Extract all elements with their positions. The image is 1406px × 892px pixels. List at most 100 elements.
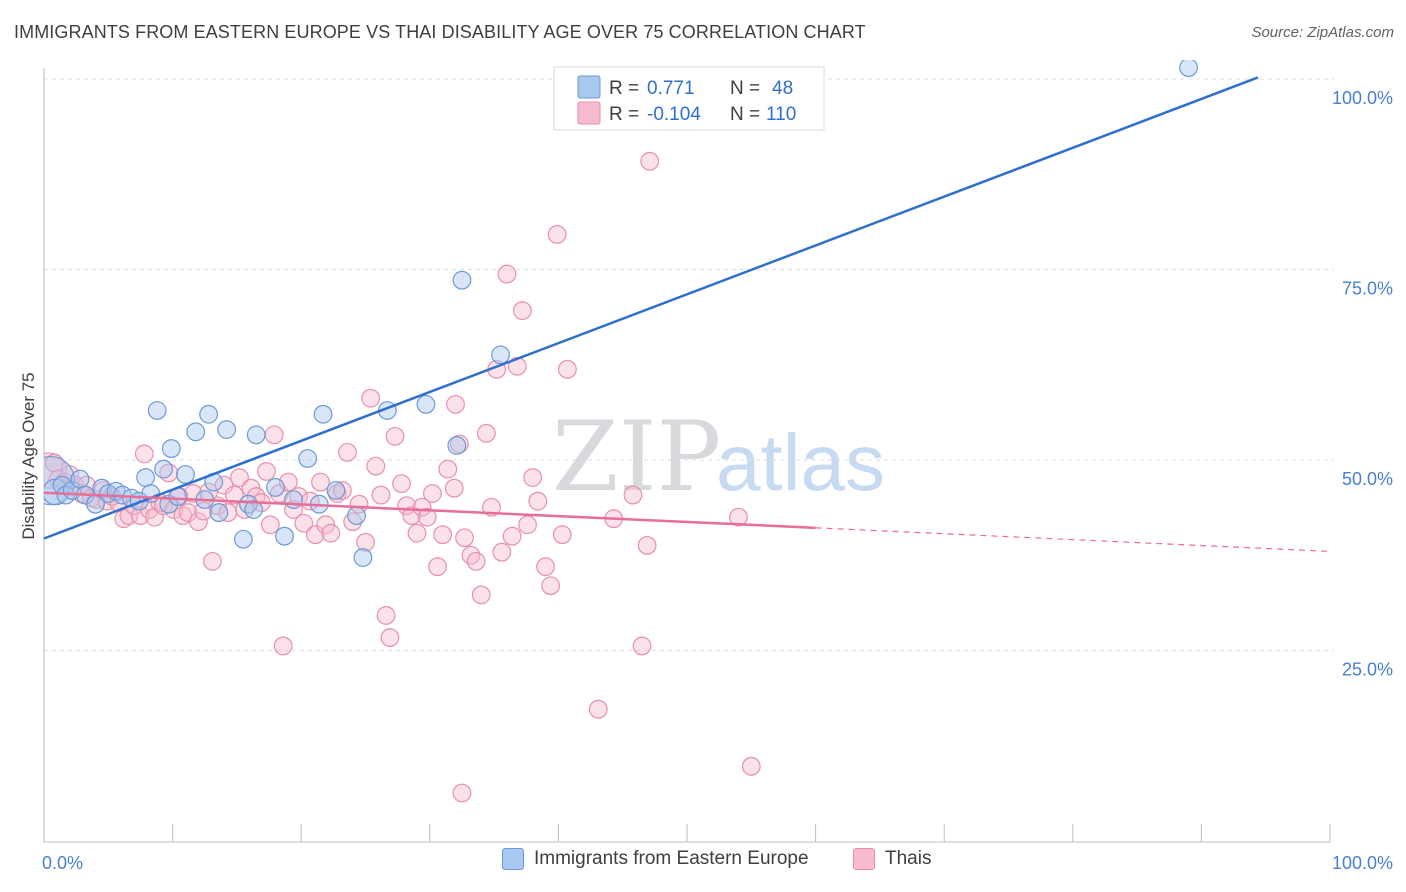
thais-point-109 [446,394,465,414]
thais-point-36 [224,485,244,505]
y-tick-label-100: 100.0% [1332,88,1393,108]
thais-point-107 [741,756,761,776]
thais-point-85 [482,497,501,517]
y-tick-label-75: 75.0% [1342,279,1393,299]
axes [43,68,1331,843]
legend-item-eastern-europe: Immigrants from Eastern Europe [502,848,809,870]
eastern-europe-point-40 [353,548,373,567]
tick-labels: 25.0% 50.0% 75.0% 100.0% 0.0% 100.0% [42,88,1393,873]
thais-point-52 [305,525,325,545]
stats-r-label-1: R = [609,78,639,99]
eastern-europe-point-37 [313,404,333,424]
eastern-europe-point-16 [147,401,167,420]
thais-point-98 [552,525,572,545]
eastern-europe-point-34 [284,490,303,510]
y-axis-label: Disability Age Over 75 [19,372,38,539]
thais-point-80 [455,528,474,548]
stats-r-value-1: 0.771 [647,78,695,99]
grid-lines [44,78,1334,651]
bottom-legend: Immigrants from Eastern Europe Thais [0,848,1406,880]
thais-point-46 [273,636,293,656]
thais-point-81 [461,545,481,565]
thais-point-68 [392,474,411,494]
thais-point-78 [444,478,464,498]
thais-point-67 [385,426,405,446]
legend-label-thais: Thais [885,848,932,869]
thais-point-76 [433,525,453,545]
legend-item-thais: Thais [853,848,931,870]
stats-swatch-eastern-europe [577,75,601,99]
thais-point-88 [497,264,517,284]
trend-lines [43,76,1331,553]
stats-n-value-1: 48 [772,78,793,99]
thais-point-82 [466,551,486,571]
chart-title: IMMIGRANTS FROM EASTERN EUROPE VS THAI D… [14,22,866,42]
x-tick-label-min: 0.0% [42,853,83,873]
thais-point-72 [412,497,432,517]
eastern-europe-point-32 [266,478,285,497]
stats-n-value-2: 110 [766,104,796,125]
eastern-europe-point-21 [176,465,195,484]
thais-point-1 [44,453,64,473]
watermark-zip: ZIP [552,401,721,513]
thais-point-58 [338,442,357,462]
thais-point-99 [558,359,577,379]
thais-point-96 [541,576,561,596]
thais-point-100 [588,699,608,719]
thais-point-37 [230,468,249,487]
thais-point-106 [729,507,748,527]
eastern-europe-point-17 [154,459,173,479]
trend-line-eastern-europe [43,76,1259,540]
eastern-europe-point-35 [298,449,318,468]
eastern-europe-point-43 [447,436,467,455]
source-attribution: Source: ZipAtlas.com [1251,24,1394,41]
trend-line-thais-extension [815,527,1331,553]
eastern-europe-point-38 [326,481,346,500]
thais-point-42 [257,462,276,481]
thais-point-87 [492,542,512,562]
thais-point-89 [502,526,522,546]
thais-point-66 [380,628,400,647]
eastern-europe-point-5 [70,469,90,489]
eastern-europe-point-39 [347,506,366,526]
thais-point-75 [428,557,447,577]
thais-point-94 [528,491,548,511]
stats-r-value-2: -0.104 [647,104,701,125]
thais-point-50 [294,513,314,533]
thais-point-32 [203,551,222,571]
eastern-europe-point-9 [98,484,118,503]
eastern-europe-point-28 [233,529,253,549]
thais-point-97 [547,225,567,244]
thais-point-34 [214,475,234,495]
thais-point-104 [637,535,657,555]
thais-point-95 [536,557,555,577]
thais-point-64 [371,485,391,505]
thais-point-84 [476,423,496,443]
thais-point-102 [623,485,643,505]
thais-point-63 [366,456,386,476]
eastern-europe-point-46 [643,37,661,55]
thais-point-29 [188,512,208,532]
stats-n-label-2: N = [730,104,760,125]
stats-swatch-thais [577,101,601,125]
thais-points [44,151,761,803]
legend-swatch-thais [853,848,875,870]
thais-point-105 [640,151,660,171]
thais-point-77 [438,459,458,479]
watermark-atlas: atlas [716,418,885,507]
thais-point-83 [471,585,491,605]
x-tick-label-max: 100.0% [1332,853,1393,873]
thais-point-60 [349,494,369,514]
eastern-europe-point-45 [491,345,510,365]
eastern-europe-point-47 [1179,60,1198,77]
thais-point-53 [311,472,330,492]
eastern-europe-point-31 [246,425,266,445]
thais-point-43 [260,515,280,535]
eastern-europe-point-19 [161,439,181,458]
eastern-europe-point-26 [209,503,229,522]
eastern-europe-point-24 [199,404,219,424]
eastern-europe-point-30 [244,500,264,519]
thais-point-55 [321,523,341,543]
thais-point-65 [376,606,396,625]
eastern-europe-point-29 [239,494,258,514]
